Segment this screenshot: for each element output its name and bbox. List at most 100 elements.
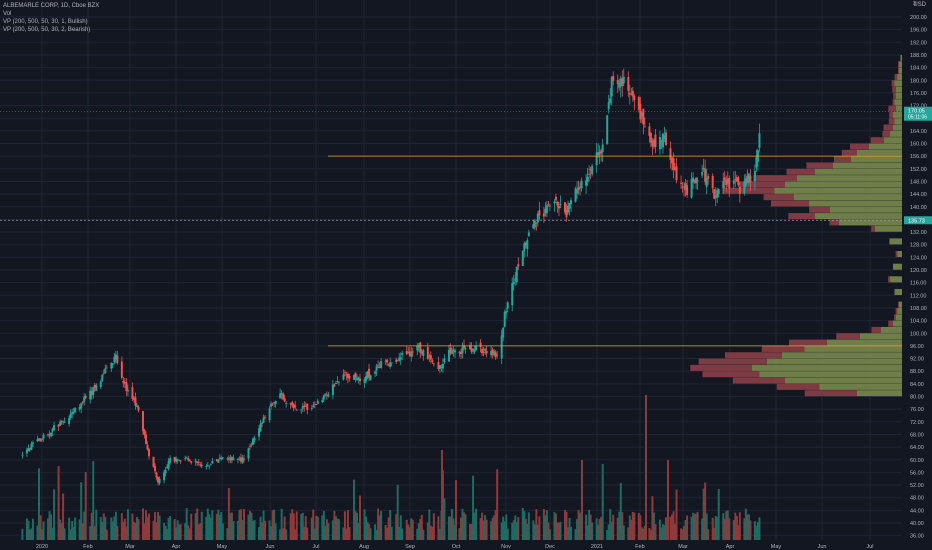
- volume-bar: [325, 519, 328, 540]
- candle-body: [642, 108, 645, 125]
- volume-bar: [69, 529, 72, 540]
- vp-bear-row: [893, 92, 896, 99]
- volume-bar: [148, 513, 151, 540]
- volume-bar: [125, 526, 128, 540]
- volume-bar: [72, 526, 75, 540]
- chart-legend: ALBEMARLE CORP, 1D, Cboe BZX Vol VP (200…: [3, 2, 99, 34]
- candle-body: [74, 407, 77, 413]
- time-axis[interactable]: 2020 Feb Mar Apr May Jun Jul Aug Sep Oct Nov Dec 202…: [0, 540, 932, 550]
- volume-bar: [154, 512, 157, 540]
- volume-bar: [683, 526, 686, 540]
- price-axis[interactable]: 36.00 40.00 44.00 48.00 52.00 56.00 60.00 64.00…: [902, 0, 932, 550]
- volume-bar: [175, 527, 178, 540]
- vp-bear-row: [841, 149, 857, 156]
- volume-bar: [194, 513, 197, 540]
- vp-bear-row: [806, 162, 833, 169]
- candle-body: [704, 168, 707, 182]
- volume-bar: [696, 511, 699, 540]
- volume-bar: [610, 521, 613, 540]
- vp-bull-row: [759, 371, 902, 378]
- volume-bar: [503, 521, 506, 540]
- volume-bar: [190, 513, 193, 540]
- volume-bar: [577, 509, 580, 540]
- candle-body: [746, 175, 749, 183]
- volume-bar: [479, 518, 482, 540]
- volume-bar: [366, 522, 369, 540]
- volume-bar: [144, 510, 147, 540]
- candle-body: [292, 404, 295, 409]
- candle-body: [285, 403, 288, 404]
- vp-bull-row: [815, 213, 902, 220]
- vp-bear-row: [888, 118, 895, 125]
- volume-bar: [157, 512, 160, 540]
- volume-bar: [680, 528, 683, 540]
- candle-body: [325, 395, 328, 397]
- volume-bar: [704, 482, 707, 540]
- volume-bar: [369, 528, 372, 540]
- candle-body: [707, 176, 710, 179]
- candle-body: [726, 178, 729, 184]
- candle-body: [375, 365, 378, 371]
- volume-bar: [589, 514, 592, 540]
- candle-body: [63, 421, 66, 423]
- candle-body: [410, 351, 413, 357]
- candle-body: [300, 409, 303, 411]
- candle-body: [21, 454, 24, 456]
- vp-bull-row: [794, 194, 902, 201]
- vp-bear-row: [871, 326, 881, 333]
- candle-body: [514, 278, 517, 281]
- vp-bear-row: [761, 345, 805, 352]
- volume-bar: [554, 513, 557, 540]
- candle-body: [173, 456, 176, 462]
- candle-body: [342, 374, 345, 380]
- price-tick-label: 72.00: [910, 420, 924, 426]
- vol-indicator-label[interactable]: Vol: [3, 11, 12, 17]
- vp-bull-row: [804, 345, 902, 352]
- candle-body: [89, 390, 92, 400]
- volume-bar: [274, 523, 277, 540]
- price-tick-label: 132.00: [910, 230, 927, 236]
- volume-bar: [90, 512, 93, 540]
- candle-body: [229, 457, 232, 461]
- volume-bar: [693, 513, 696, 540]
- volume-bar: [701, 518, 704, 540]
- candle-body: [713, 189, 716, 199]
- candle-body: [95, 384, 98, 391]
- volume-bar: [21, 528, 24, 540]
- vp-bull-row: [785, 181, 902, 188]
- volume-bar: [221, 523, 224, 540]
- volume-bar: [713, 527, 716, 540]
- candle-body: [663, 135, 666, 139]
- volume-bar: [595, 518, 598, 540]
- candle-body: [671, 157, 674, 164]
- candle-body: [230, 456, 233, 461]
- volume-bar: [268, 520, 271, 540]
- volume-bar: [143, 523, 146, 540]
- symbol-title[interactable]: ALBEMARLE CORP, 1D, Cboe BZX: [3, 3, 100, 9]
- vp-bearish-label[interactable]: VP (200, 500, 50, 30, 2, Bearish): [3, 27, 91, 33]
- vp-bull-row: [890, 238, 902, 245]
- volume-bar: [545, 510, 548, 540]
- volume-bar: [236, 520, 239, 540]
- volume-bar: [279, 529, 282, 540]
- candle-body: [565, 209, 568, 217]
- volume-bar: [132, 521, 135, 540]
- volume-bar: [105, 529, 108, 540]
- vp-bear-row: [898, 67, 899, 74]
- candle-body: [639, 103, 642, 120]
- candle-body: [148, 449, 151, 457]
- price-tick-label: 172.00: [910, 104, 927, 110]
- candlesticks: [21, 68, 761, 486]
- volume-bar: [556, 522, 559, 540]
- candle-body: [621, 77, 624, 86]
- vp-bullish-label[interactable]: VP (200, 500, 50, 30, 1, Bullish): [3, 19, 88, 25]
- price-tick-label: 76.00: [910, 407, 924, 413]
- time-tick-label: Apr: [726, 544, 735, 550]
- candle-body: [316, 400, 319, 404]
- volume-bar: [51, 527, 54, 540]
- candle-body: [345, 374, 348, 376]
- candle-body: [126, 389, 129, 392]
- candle-body: [270, 403, 273, 407]
- price-tick-label: 164.00: [910, 129, 927, 135]
